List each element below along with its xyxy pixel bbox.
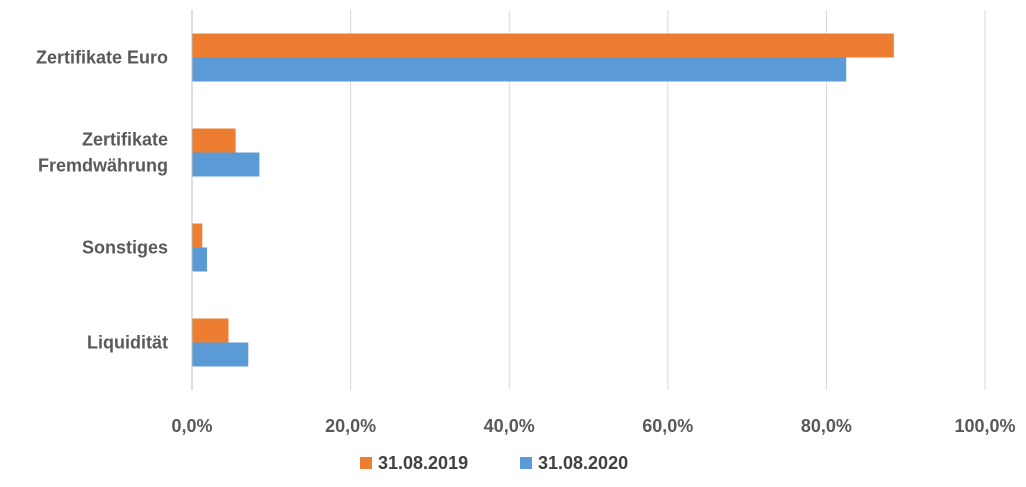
x-tick-label: 100,0% (954, 416, 1015, 436)
x-tick-label: 80,0% (801, 416, 852, 436)
bar-series1 (192, 128, 236, 153)
category-label: Zertifikate Fremdwährung (38, 130, 168, 176)
bar-series2 (192, 152, 260, 177)
legend-swatch (360, 457, 372, 469)
bars (192, 33, 894, 367)
bar-series1 (192, 223, 203, 248)
x-tick-labels: 0,0% 20,0% 40,0% 60,0% 80,0% 100,0% (171, 416, 1015, 436)
bar-series2 (192, 57, 847, 82)
category-label: Liquidität (87, 333, 168, 353)
bar-series1 (192, 318, 229, 343)
x-tick-label: 40,0% (484, 416, 535, 436)
legend-label: 31.08.2019 (378, 453, 468, 473)
x-tick-label: 60,0% (642, 416, 693, 436)
category-label: Sonstiges (82, 238, 168, 258)
legend: 31.08.2019 31.08.2020 (360, 453, 628, 473)
x-tick-label: 0,0% (171, 416, 212, 436)
x-tick-label: 20,0% (325, 416, 376, 436)
category-labels: Zertifikate Euro Zertifikate Fremdwährung S… (36, 48, 168, 353)
category-label: Zertifikate Euro (36, 48, 168, 68)
bar-series2 (192, 342, 249, 367)
legend-label: 31.08.2020 (538, 453, 628, 473)
bar-series1 (192, 33, 894, 58)
bar-series2 (192, 247, 208, 272)
legend-swatch (520, 457, 532, 469)
